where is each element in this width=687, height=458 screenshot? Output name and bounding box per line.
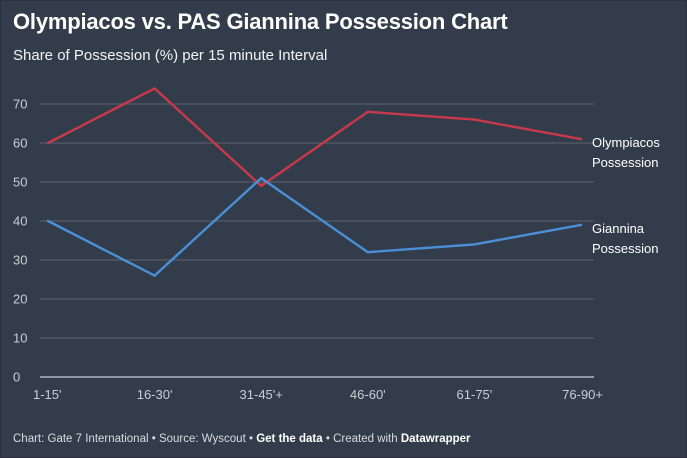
footer-separator: • — [322, 433, 334, 445]
y-tick-label: 30 — [13, 253, 27, 268]
olympiacos-possession-point — [46, 141, 50, 145]
y-tick-label: 10 — [13, 331, 27, 346]
x-tick-label: 1-15' — [33, 387, 62, 402]
chart-footer: Chart: Gate 7 International • Source: Wy… — [13, 433, 471, 445]
olympiacos-possession-point — [366, 110, 369, 114]
giannina-possession-point — [260, 176, 263, 180]
giannina-possession-point — [366, 251, 369, 254]
x-tick-label: 46-60' — [350, 387, 386, 402]
olympiacos-possession-line — [46, 87, 583, 188]
footer-separator: • — [245, 433, 257, 445]
footer-source: Source: Wyscout — [158, 433, 246, 445]
olympiacos-possession-point — [579, 137, 583, 141]
y-tick-label: 20 — [13, 292, 27, 307]
giannina-possession-point — [153, 274, 156, 277]
x-tick-label: 16-30' — [137, 387, 173, 402]
olympiacos-possession-label: Olympiacos — [592, 135, 660, 150]
y-tick-label: 70 — [13, 97, 27, 112]
giannina-possession-point — [473, 243, 476, 246]
get-the-data-link[interactable]: Get the data — [256, 433, 323, 445]
giannina-possession-label: Giannina — [592, 221, 645, 236]
chart-subtitle: Share of Possession (%) per 15 minute In… — [13, 47, 328, 64]
datawrapper-link[interactable]: Datawrapper — [400, 433, 471, 445]
olympiacos-possession-label: Possession — [592, 155, 658, 170]
x-tick-label: 31-45'+ — [240, 387, 283, 402]
giannina-possession-point — [46, 219, 50, 223]
olympiacos-possession-point — [260, 184, 263, 188]
y-tick-label: 0 — [13, 370, 20, 385]
y-tick-label: 60 — [13, 136, 27, 151]
giannina-possession-label: Possession — [592, 241, 658, 256]
olympiacos-possession-point — [473, 118, 476, 121]
olympiacos-possession-point — [153, 87, 156, 90]
footer-credit: Chart: Gate 7 International — [13, 433, 149, 445]
x-tick-label: 61-75' — [457, 387, 493, 402]
footer-separator: • — [148, 433, 159, 445]
x-tick-label: 76-90+ — [562, 387, 603, 402]
footer-created-with: Created with — [333, 433, 401, 445]
giannina-possession-point — [579, 223, 583, 227]
giannina-possession-line — [46, 176, 583, 277]
chart-title: Olympiacos vs. PAS Giannina Possession C… — [13, 9, 508, 34]
y-tick-label: 40 — [13, 214, 27, 229]
y-tick-label: 50 — [13, 175, 27, 190]
